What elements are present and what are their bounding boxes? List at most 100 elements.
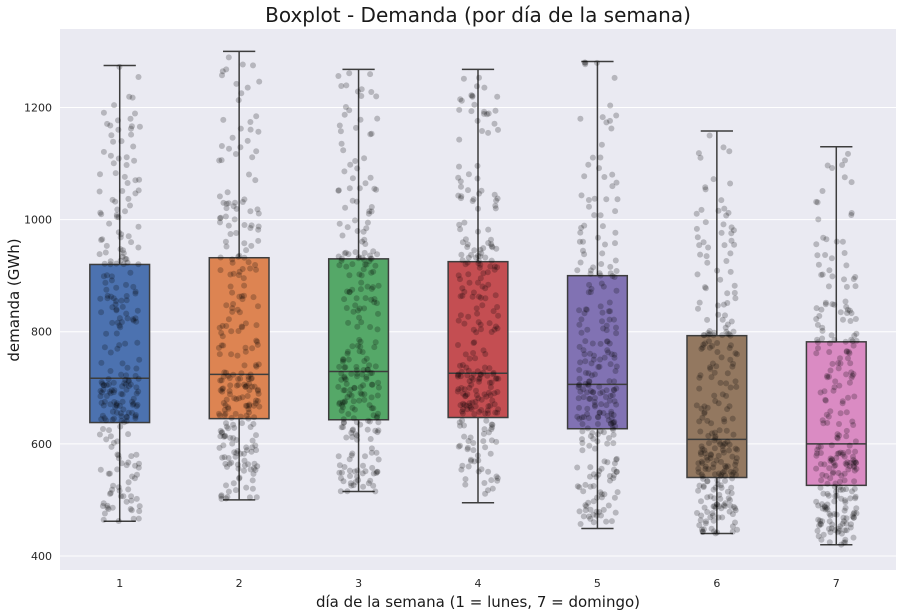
data-point xyxy=(98,389,105,396)
data-point xyxy=(594,431,601,438)
data-point xyxy=(468,92,475,99)
iqr-box xyxy=(89,263,151,424)
data-point xyxy=(223,200,230,207)
data-point xyxy=(606,397,613,404)
data-point xyxy=(99,380,106,387)
data-point xyxy=(456,136,463,143)
data-point xyxy=(477,246,484,253)
data-point xyxy=(118,390,125,397)
data-point xyxy=(117,410,124,417)
data-point xyxy=(249,485,256,492)
data-point xyxy=(819,417,826,424)
data-point xyxy=(250,294,257,301)
data-point xyxy=(722,500,729,507)
data-point xyxy=(342,249,349,256)
data-point xyxy=(492,409,499,416)
data-point xyxy=(481,426,488,433)
data-point xyxy=(457,373,464,380)
data-point xyxy=(576,307,583,314)
data-point xyxy=(696,299,703,306)
data-point xyxy=(343,305,350,311)
data-point xyxy=(482,254,489,261)
data-point xyxy=(220,373,227,380)
data-point xyxy=(603,119,610,126)
data-point xyxy=(375,456,382,463)
data-point xyxy=(489,485,496,492)
data-point xyxy=(103,417,109,424)
data-point xyxy=(729,471,736,478)
data-point xyxy=(494,477,501,484)
data-point xyxy=(841,470,848,477)
data-point xyxy=(230,480,237,487)
data-point xyxy=(113,409,120,416)
y-tick-label: 800 xyxy=(31,326,52,339)
data-point xyxy=(243,444,250,451)
data-point xyxy=(598,512,604,519)
data-point xyxy=(824,506,831,513)
data-point xyxy=(368,255,375,262)
data-point xyxy=(824,490,831,497)
data-point xyxy=(853,330,860,337)
data-point xyxy=(590,519,597,526)
data-point xyxy=(477,261,484,268)
data-point xyxy=(369,381,376,388)
data-point xyxy=(219,68,226,75)
data-point xyxy=(594,438,601,445)
data-point xyxy=(581,351,588,358)
data-point xyxy=(492,292,499,299)
data-point xyxy=(598,141,605,148)
data-point xyxy=(829,273,836,280)
data-point xyxy=(242,348,249,355)
data-point xyxy=(833,454,840,461)
data-point xyxy=(842,539,849,546)
data-point xyxy=(460,406,466,413)
data-point xyxy=(834,435,841,442)
data-point xyxy=(726,148,733,155)
data-point xyxy=(114,345,121,352)
data-point xyxy=(729,528,736,535)
data-point xyxy=(222,213,229,220)
data-point xyxy=(706,338,712,345)
data-point xyxy=(241,467,247,474)
data-point xyxy=(721,503,728,510)
data-point xyxy=(355,255,362,262)
data-point xyxy=(604,459,611,466)
data-point xyxy=(125,378,132,385)
data-point xyxy=(485,468,492,475)
data-point xyxy=(843,527,850,534)
data-point xyxy=(123,414,130,421)
data-point xyxy=(831,337,838,343)
data-point xyxy=(113,213,120,220)
data-point xyxy=(108,132,115,139)
data-point xyxy=(827,455,834,462)
data-point xyxy=(825,492,832,499)
data-point xyxy=(223,420,229,427)
data-point xyxy=(221,432,228,439)
data-point xyxy=(710,464,717,471)
data-point xyxy=(459,239,466,246)
data-point xyxy=(119,360,126,367)
data-point xyxy=(245,415,252,422)
data-point xyxy=(123,297,130,304)
data-point xyxy=(822,504,828,511)
data-point xyxy=(340,478,347,485)
data-point xyxy=(711,437,718,444)
data-point xyxy=(467,404,474,411)
data-point xyxy=(135,187,142,194)
data-point xyxy=(353,198,360,205)
data-point xyxy=(255,128,262,135)
data-point xyxy=(227,391,233,398)
data-point xyxy=(135,223,142,230)
data-point xyxy=(464,259,471,266)
data-point xyxy=(122,255,129,262)
data-point xyxy=(253,494,260,501)
data-point xyxy=(577,359,584,366)
data-point xyxy=(610,387,617,394)
data-point xyxy=(470,371,477,378)
data-point xyxy=(116,342,123,349)
data-point xyxy=(714,340,721,346)
data-point xyxy=(135,74,142,80)
data-point xyxy=(249,437,256,444)
x-tick-label: 7 xyxy=(833,577,840,590)
data-point xyxy=(489,421,496,428)
